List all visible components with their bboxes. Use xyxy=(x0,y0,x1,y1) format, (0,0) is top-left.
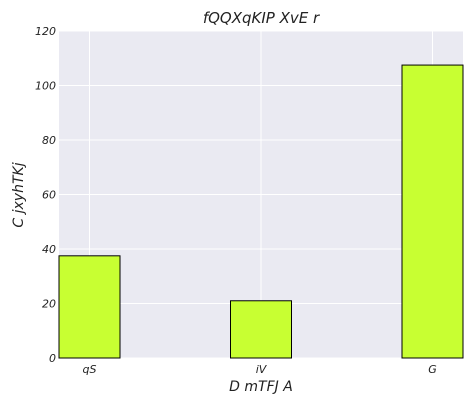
bar-qS xyxy=(59,256,120,358)
x-tick-label: iV xyxy=(256,363,268,376)
y-tick-label: 100 xyxy=(35,80,56,93)
y-tick-label: 20 xyxy=(42,298,56,311)
bar-G xyxy=(402,65,463,358)
chart-title: fQQXqKIP XvE r xyxy=(203,9,320,27)
y-tick-label: 80 xyxy=(42,134,56,147)
bar-iV xyxy=(231,301,292,358)
y-axis-label: C jxyhTKj xyxy=(11,162,27,227)
x-tick-labels: qS iV G xyxy=(83,363,437,376)
y-tick-label: 40 xyxy=(42,243,56,256)
x-tick-label: G xyxy=(428,363,437,376)
y-tick-label: 120 xyxy=(35,25,56,38)
x-axis-label: D mTFJ A xyxy=(229,379,293,395)
x-tick-label: qS xyxy=(83,363,97,376)
y-tick-labels: 0 20 40 60 80 100 120 xyxy=(35,25,56,365)
y-tick-label: 0 xyxy=(49,352,56,365)
y-tick-label: 60 xyxy=(42,189,56,202)
